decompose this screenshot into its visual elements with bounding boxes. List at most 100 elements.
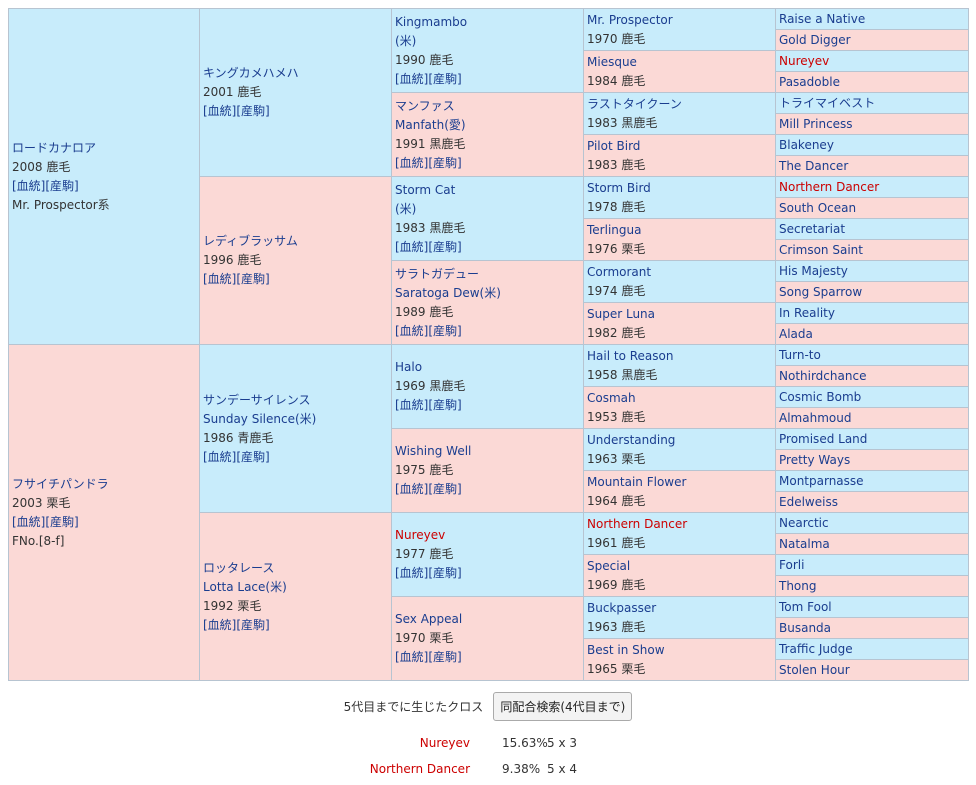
horse-year: 1986 青鹿毛 [203, 430, 274, 445]
pedigree-links[interactable]: [血統][産駒] [395, 650, 462, 664]
horse-name[interactable]: Nureyev [779, 53, 830, 68]
horse-foreign-name[interactable]: Lotta Lace(米) [203, 579, 287, 594]
horse-foreign-name[interactable]: (米) [395, 201, 417, 216]
horse-name[interactable]: Edelweiss [779, 494, 838, 509]
pedigree-links[interactable]: [血統][産駒] [395, 398, 462, 412]
horse-name[interactable]: Wishing Well [395, 444, 472, 458]
horse-name[interactable]: ロッタレース [203, 560, 275, 575]
pedigree-links[interactable]: [血統][産駒] [395, 71, 462, 86]
horse-name[interactable]: South Ocean [779, 200, 857, 215]
horse-name[interactable]: Nearctic [779, 515, 829, 530]
horse-foreign-name[interactable]: (米) [395, 33, 417, 48]
pedigree-links[interactable]: [血統][産駒] [12, 514, 79, 529]
horse-name[interactable]: Terlingua [587, 222, 642, 237]
horse-name[interactable]: レディブラッサム [203, 234, 298, 248]
horse-name[interactable]: Special [587, 558, 631, 573]
horse-name[interactable]: Natalma [779, 536, 830, 551]
horse-name[interactable]: Mountain Flower [587, 474, 687, 489]
horse-name[interactable]: Best in Show [587, 642, 665, 657]
same-mating-search-button[interactable]: 同配合検索(4代目まで) [493, 691, 633, 721]
horse-name[interactable]: マンファス [395, 98, 455, 113]
horse-name[interactable]: The Dancer [779, 158, 849, 173]
horse-foreign-name[interactable]: Sunday Silence(米) [203, 411, 317, 426]
cross-horse-name[interactable]: Northern Dancer [369, 762, 470, 776]
horse-name[interactable]: Song Sparrow [779, 284, 863, 299]
gen5-cell: Northern Dancer [775, 176, 969, 198]
horse-name[interactable]: Pretty Ways [779, 452, 851, 467]
pedigree-links[interactable]: [血統][産駒] [203, 272, 270, 286]
horse-name[interactable]: Nothirdchance [779, 368, 867, 383]
pedigree-links[interactable]: [血統][産駒] [12, 178, 79, 193]
horse-name[interactable]: Crimson Saint [779, 242, 863, 257]
horse-name[interactable]: トライマイベスト [779, 95, 876, 110]
horse-name[interactable]: Promised Land [779, 431, 868, 446]
horse-name[interactable]: In Reality [779, 305, 835, 320]
horse-name[interactable]: Stolen Hour [779, 662, 850, 677]
horse-foreign-name[interactable]: Saratoga Dew(米) [395, 285, 501, 300]
gen3-cell: Kingmambo (米) 1990 鹿毛 [血統][産駒] [391, 8, 584, 93]
horse-name[interactable]: ラストタイクーン [587, 96, 682, 111]
horse-name[interactable]: Raise a Native [779, 11, 866, 26]
pedigree-row: レディブラッサム 1996 鹿毛 [血統][産駒] Storm Cat (米) 1983 … [9, 176, 969, 345]
horse-name[interactable]: Hail to Reason [587, 348, 674, 363]
horse-name[interactable]: Alada [779, 326, 813, 341]
gen5-cell: Mill Princess [775, 113, 969, 135]
horse-name[interactable]: キングカメハメハ [203, 66, 299, 80]
pedigree-links[interactable]: [血統][産駒] [395, 566, 462, 580]
horse-name[interactable]: Pilot Bird [587, 138, 641, 153]
horse-name[interactable]: Cormorant [587, 264, 652, 279]
gen4-cell: ラストタイクーン 1983 黒鹿毛 [583, 92, 776, 135]
gen5-cell: Edelweiss [775, 491, 969, 513]
horse-name[interactable]: Kingmambo [395, 14, 468, 29]
horse-foreign-name[interactable]: Manfath(愛) [395, 117, 466, 132]
horse-name[interactable]: フサイチパンドラ [12, 476, 109, 491]
gen1-cell: フサイチパンドラ 2003 栗毛 [血統][産駒] FNo.[8-f] [8, 344, 200, 681]
horse-name[interactable]: Super Luna [587, 306, 656, 321]
horse-name[interactable]: Miesque [587, 54, 637, 69]
horse-name[interactable]: Cosmic Bomb [779, 389, 862, 404]
horse-name[interactable]: Thong [779, 578, 817, 593]
horse-name[interactable]: Cosmah [587, 390, 636, 405]
pedigree-row: ロードカナロア 2008 鹿毛 [血統][産駒] Mr. Prospector系 キング… [8, 8, 969, 345]
horse-name[interactable]: Forli [779, 557, 805, 572]
horse-year: 1961 鹿毛 [587, 535, 646, 550]
horse-name[interactable]: His Majesty [779, 263, 848, 278]
horse-name[interactable]: Secretariat [779, 221, 846, 236]
horse-name[interactable]: サラトガデュー [395, 266, 480, 281]
horse-name[interactable]: Halo [395, 360, 423, 374]
gen5-cell: トライマイベスト [775, 92, 969, 114]
horse-name[interactable]: Storm Bird [587, 180, 651, 195]
horse-name[interactable]: Tom Fool [779, 599, 832, 614]
pedigree-links[interactable]: [血統][産駒] [395, 155, 462, 170]
pedigree-links[interactable]: [血統][産駒] [395, 482, 462, 496]
pedigree-links[interactable]: [血統][産駒] [395, 323, 462, 338]
horse-name[interactable]: Busanda [779, 620, 832, 635]
horse-name[interactable]: Turn-to [779, 347, 821, 362]
horse-name[interactable]: Northern Dancer [587, 516, 688, 531]
horse-name[interactable]: Mill Princess [779, 116, 853, 131]
pedigree-links[interactable]: [血統][産駒] [203, 617, 270, 632]
cross-percent: 15.63% [502, 736, 548, 750]
cross-horse-name[interactable]: Nureyev [419, 736, 470, 750]
horse-year: 1958 黒鹿毛 [587, 367, 658, 382]
horse-name[interactable]: Traffic Judge [779, 641, 853, 656]
horse-name[interactable]: Sex Appeal [395, 612, 463, 626]
horse-name[interactable]: Gold Digger [779, 32, 851, 47]
horse-name[interactable]: Storm Cat [395, 182, 456, 197]
horse-name[interactable]: Nureyev [395, 528, 446, 542]
pedigree-links[interactable]: [血統][産駒] [203, 104, 270, 118]
horse-name[interactable]: Pasadoble [779, 74, 840, 89]
horse-name[interactable]: Buckpasser [587, 600, 657, 615]
pedigree-links[interactable]: [血統][産駒] [395, 239, 462, 254]
horse-name[interactable]: Understanding [587, 432, 676, 447]
horse-year: 1983 鹿毛 [587, 157, 646, 172]
horse-name[interactable]: Northern Dancer [779, 179, 880, 194]
horse-name[interactable]: ロードカナロア [12, 140, 97, 155]
horse-name[interactable]: Mr. Prospector [587, 12, 673, 27]
horse-name[interactable]: サンデーサイレンス [203, 392, 311, 407]
pedigree-links[interactable]: [血統][産駒] [203, 449, 270, 464]
horse-name[interactable]: Montparnasse [779, 473, 864, 488]
horse-name[interactable]: Blakeney [779, 137, 834, 152]
horse-name[interactable]: Almahmoud [779, 410, 852, 425]
gen5-cell: Almahmoud [775, 407, 969, 429]
